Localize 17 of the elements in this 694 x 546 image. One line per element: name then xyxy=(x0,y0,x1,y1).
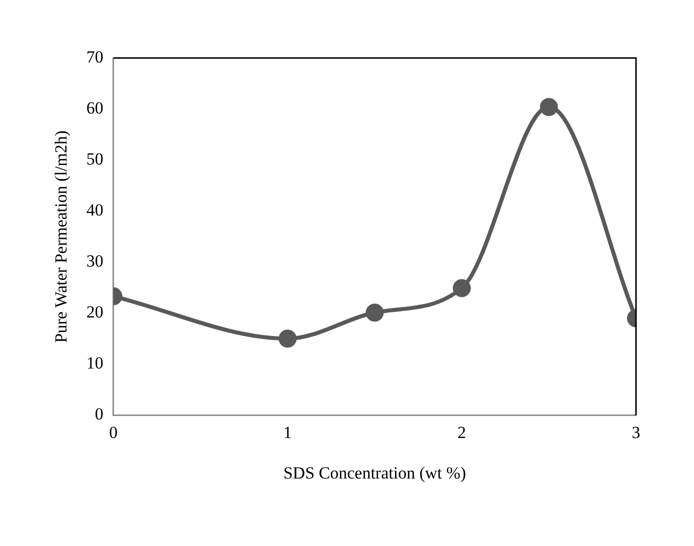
x-tick-label: 3 xyxy=(632,422,640,442)
y-tick-label: 70 xyxy=(86,47,104,66)
x-tick-label: 2 xyxy=(458,422,466,442)
x-tick-label: 0 xyxy=(109,422,118,442)
y-tick-label: 20 xyxy=(86,302,104,322)
point xyxy=(278,330,297,348)
y-tick-label: 60 xyxy=(86,98,104,118)
point xyxy=(452,279,471,298)
y-tick-label: 0 xyxy=(94,404,104,424)
x-axis-title: SDS Concentration (wt %) xyxy=(283,463,466,482)
x-tick-label: 1 xyxy=(283,422,292,442)
y-tick-label: 40 xyxy=(86,200,104,220)
y-tick-label: 30 xyxy=(86,252,104,271)
y-axis-title: Pure Water Permeation (l/m2h) xyxy=(52,130,71,343)
point xyxy=(366,304,384,322)
y-tick-label: 50 xyxy=(86,150,104,169)
y-tick-label: 10 xyxy=(86,354,104,373)
